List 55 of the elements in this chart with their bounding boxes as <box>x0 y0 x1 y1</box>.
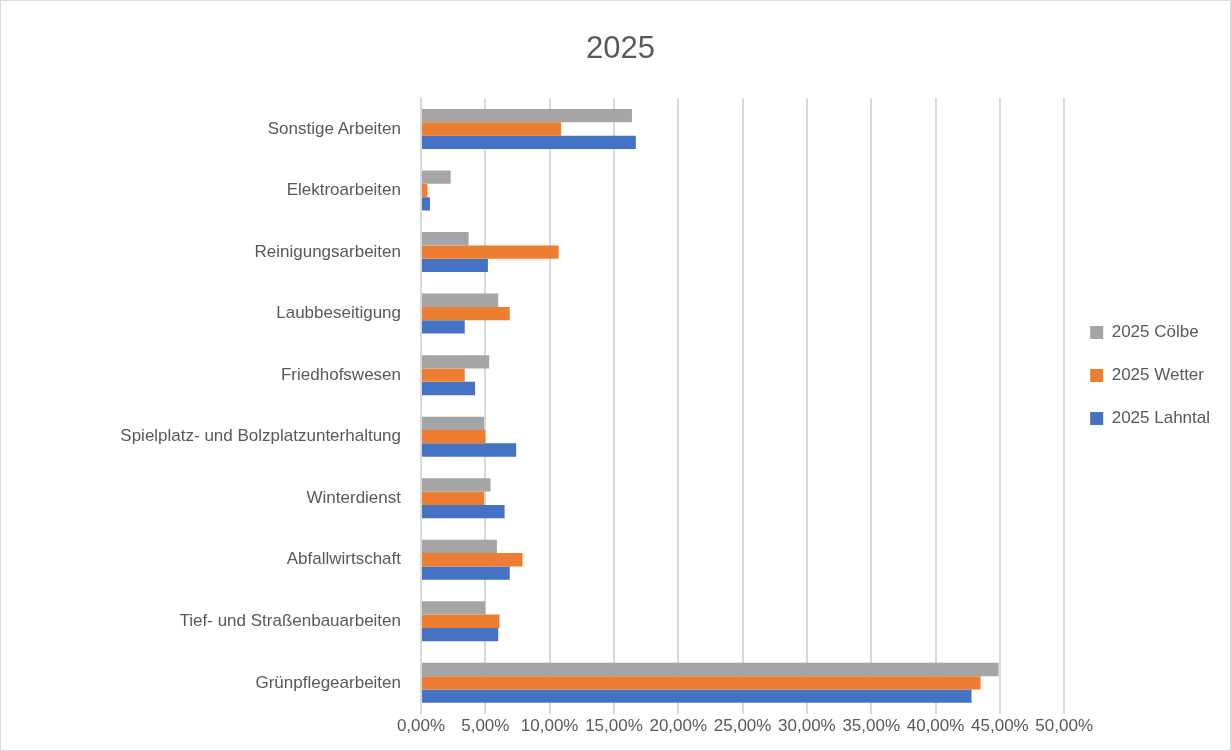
x-tick-label: 30,00% <box>778 716 836 736</box>
bar <box>422 183 428 198</box>
x-tick-label: 40,00% <box>906 716 965 736</box>
bar <box>422 566 510 580</box>
bar <box>422 355 490 369</box>
x-tick-label: 10,00% <box>520 716 579 736</box>
y-tick-label: Elektroarbeiten <box>286 180 401 200</box>
y-tick-label: Laubbeseitigung <box>276 303 401 323</box>
bar <box>422 491 485 505</box>
chart-title: 2025 <box>586 30 655 66</box>
y-tick-label: Winterdienst <box>306 487 402 507</box>
x-tick-label: 50,00% <box>1035 716 1094 736</box>
legend-label: 2025 Lahntal <box>1111 408 1211 428</box>
bar <box>422 245 559 259</box>
bar <box>422 601 486 615</box>
y-tick-label: Spielplatz- und Bolzplatzunterhaltung <box>120 426 401 446</box>
bar <box>422 108 632 123</box>
bar <box>422 135 636 149</box>
x-tick-label: 5,00% <box>461 716 510 736</box>
legend-label: 2025 Wetter <box>1111 365 1205 385</box>
bar <box>422 381 476 396</box>
x-tick-label: 35,00% <box>842 716 901 736</box>
x-tick-label: 15,00% <box>585 716 643 736</box>
y-tick-label: Grünpflegearbeiten <box>255 672 401 692</box>
bar <box>422 368 465 382</box>
y-tick-label: Tief- und Straßenbauarbeiten <box>179 610 401 630</box>
x-tick-label: 0,00% <box>396 716 446 736</box>
bar <box>422 416 485 430</box>
bar <box>422 504 505 519</box>
bar <box>422 676 981 690</box>
bar <box>422 122 562 136</box>
bar <box>422 430 486 444</box>
bar <box>422 320 465 334</box>
x-tick-label: 20,00% <box>649 716 708 736</box>
x-tick-label: 25,00% <box>713 716 772 736</box>
bar <box>422 232 469 246</box>
y-tick-label: Abfallwirtschaft <box>286 549 402 569</box>
y-tick-label: Friedhofswesen <box>280 364 401 384</box>
bar <box>422 662 999 677</box>
bar <box>422 293 499 307</box>
y-tick-label: Sonstige Arbeiten <box>267 118 401 138</box>
bar <box>422 539 497 554</box>
x-tick-label: 45,00% <box>971 716 1029 736</box>
bar <box>422 258 488 273</box>
bar <box>422 627 499 642</box>
bar <box>422 553 523 567</box>
bar <box>422 478 491 492</box>
bar <box>422 306 510 321</box>
bar <box>422 689 972 703</box>
bar <box>422 170 451 184</box>
legend-label: 2025 Cölbe <box>1111 322 1199 342</box>
bar <box>422 443 517 457</box>
y-tick-label: Reinigungsarbeiten <box>254 241 401 261</box>
bar <box>422 197 431 211</box>
bar <box>422 614 500 628</box>
